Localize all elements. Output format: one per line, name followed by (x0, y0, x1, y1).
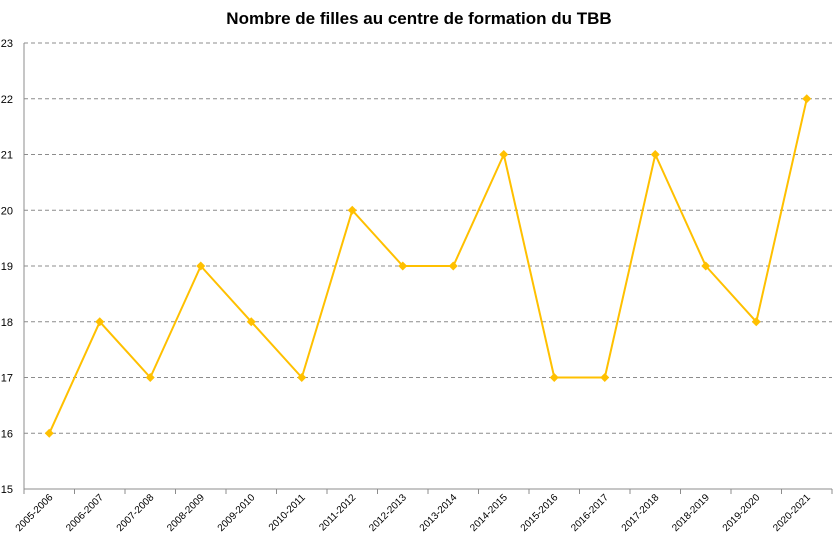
data-point-2008-2009 (196, 261, 206, 271)
chart-title: Nombre de filles au centre de formation … (226, 9, 611, 28)
x-tick-label-2018-2019: 2018-2019 (670, 492, 712, 534)
data-point-2020-2021 (802, 94, 812, 104)
x-tick-label-2012-2013: 2012-2013 (367, 492, 409, 534)
x-tick-label-2011-2012: 2011-2012 (317, 492, 358, 533)
data-point-2012-2013 (398, 261, 408, 271)
x-tick-label-2008-2009: 2008-2009 (165, 492, 207, 534)
data-point-2005-2006 (44, 428, 54, 438)
y-tick-label-23: 23 (1, 38, 13, 50)
axes (23, 43, 833, 494)
x-tick-label-2015-2016: 2015-2016 (519, 492, 561, 534)
data-point-2017-2018 (650, 150, 660, 159)
series-line (48, 98, 808, 434)
data-series (44, 94, 812, 438)
y-tick-label-19: 19 (1, 261, 13, 273)
x-tick-label-2016-2017: 2016-2017 (569, 492, 611, 534)
data-point-2013-2014 (448, 261, 458, 271)
x-tick-label-2019-2020: 2019-2020 (721, 492, 763, 534)
x-tick-label-2010-2011: 2010-2011 (267, 492, 308, 533)
data-point-2006-2007 (95, 317, 105, 327)
data-point-2015-2016 (549, 373, 559, 382)
data-point-2010-2011 (297, 373, 307, 382)
data-point-2018-2019 (701, 261, 711, 271)
y-axis-tick-labels: 15 16 17 18 19 20 21 22 23 (1, 38, 13, 496)
y-tick-label-16: 16 (1, 428, 13, 440)
y-tick-label-17: 17 (1, 373, 13, 385)
x-tick-label-2006-2007: 2006-2007 (64, 492, 106, 534)
x-tick-label-2017-2018: 2017-2018 (620, 492, 662, 534)
data-point-2016-2017 (600, 373, 610, 382)
gridlines (24, 42, 832, 434)
x-tick-label-2009-2010: 2009-2010 (216, 492, 258, 534)
y-tick-label-21: 21 (1, 150, 13, 162)
y-tick-label-22: 22 (1, 94, 13, 106)
y-tick-label-15: 15 (1, 484, 13, 496)
x-tick-label-2005-2006: 2005-2006 (14, 492, 56, 534)
data-point-2019-2020 (751, 317, 761, 327)
x-tick-label-2014-2015: 2014-2015 (468, 492, 510, 534)
x-axis-tick-labels: 2005-2006 2006-2007 2007-2008 2008-2009 2009… (14, 492, 813, 534)
x-tick-label-2020-2021: 2020-2021 (771, 492, 813, 534)
x-tick-label-2007-2008: 2007-2008 (115, 492, 157, 534)
data-point-2007-2008 (145, 373, 155, 382)
x-tick-label-2013-2014: 2013-2014 (418, 492, 460, 534)
data-point-2009-2010 (246, 317, 256, 327)
y-tick-label-20: 20 (1, 205, 13, 217)
data-point-2014-2015 (499, 150, 509, 159)
data-point-2011-2012 (347, 205, 357, 215)
y-tick-label-18: 18 (1, 317, 13, 329)
